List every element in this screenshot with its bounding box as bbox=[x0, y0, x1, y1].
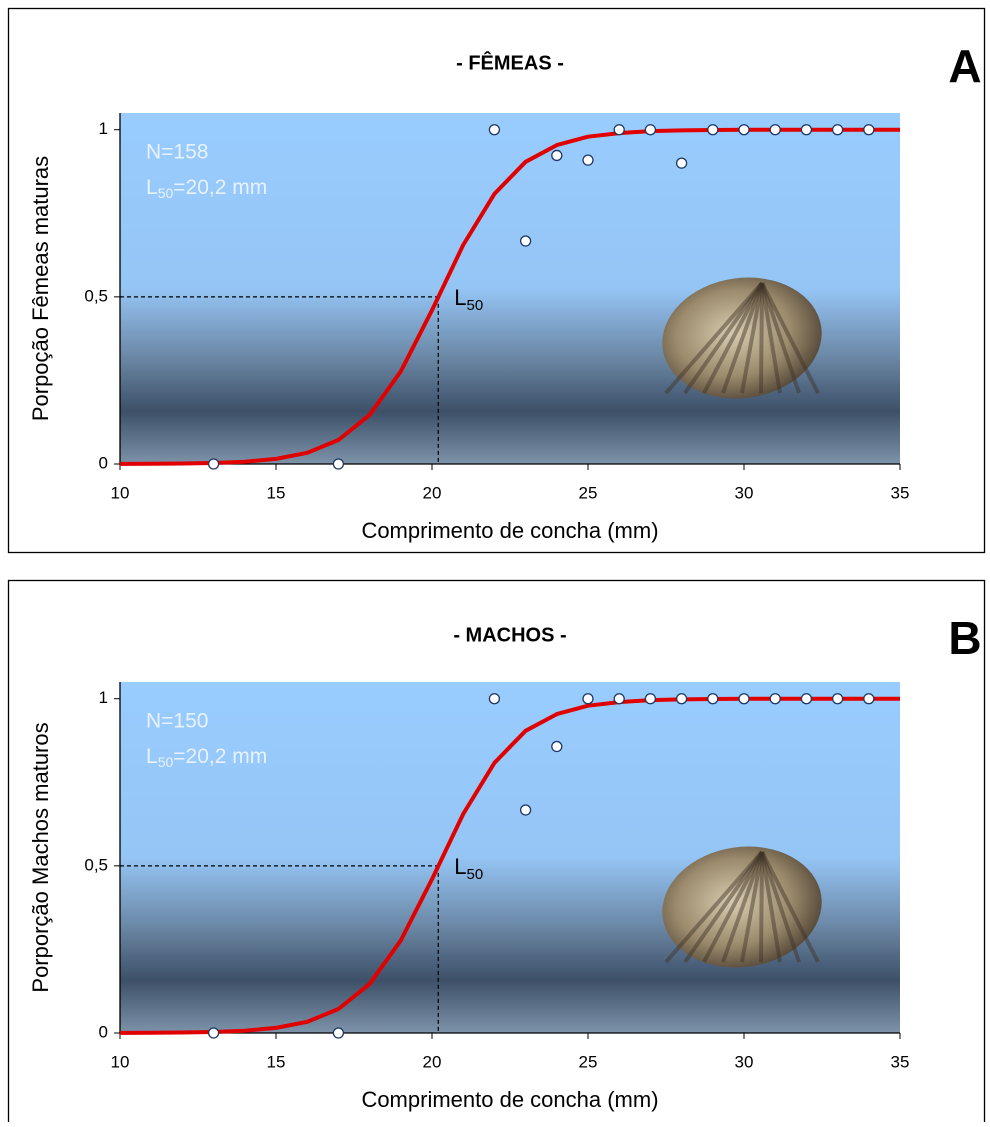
l50-rest: =20,2 mm bbox=[173, 745, 267, 768]
data-point bbox=[521, 805, 531, 815]
y-axis-label: Porpoção Fêmeas maturas bbox=[28, 156, 53, 421]
panel-label: A bbox=[948, 40, 981, 92]
data-point bbox=[552, 150, 562, 160]
data-point bbox=[833, 694, 843, 704]
y-tick-label: 0,5 bbox=[84, 286, 108, 305]
data-point bbox=[209, 459, 219, 469]
n-annotation: N=158 bbox=[146, 141, 208, 164]
l50-sub: 50 bbox=[158, 754, 174, 770]
data-point bbox=[833, 125, 843, 135]
ref-sub: 50 bbox=[466, 866, 483, 883]
data-point bbox=[209, 1028, 219, 1038]
x-tick-label: 25 bbox=[579, 483, 598, 502]
data-point bbox=[801, 694, 811, 704]
data-point bbox=[864, 125, 874, 135]
x-tick-label: 30 bbox=[735, 1052, 754, 1071]
x-tick-label: 10 bbox=[111, 483, 130, 502]
x-tick-label: 20 bbox=[423, 1052, 442, 1071]
ref-sub: 50 bbox=[466, 297, 483, 314]
ref-main: L bbox=[454, 854, 466, 879]
data-point bbox=[770, 125, 780, 135]
panel: A - FÊMEAS - Comprimento de concha (mm) Por… bbox=[9, 9, 985, 553]
l50-sub: 50 bbox=[158, 185, 174, 201]
ref-main: L bbox=[454, 285, 466, 310]
chart-title: - MACHOS - bbox=[453, 624, 566, 646]
data-point bbox=[739, 125, 749, 135]
y-tick-label: 0 bbox=[99, 453, 108, 472]
x-tick-label: 25 bbox=[579, 1052, 598, 1071]
data-point bbox=[583, 694, 593, 704]
l50-main: L bbox=[146, 176, 158, 199]
data-point bbox=[677, 694, 687, 704]
data-point bbox=[864, 694, 874, 704]
x-axis-label: Comprimento de concha (mm) bbox=[361, 518, 658, 543]
y-tick-label: 0,5 bbox=[84, 855, 108, 874]
n-annotation: N=150 bbox=[146, 710, 208, 733]
l50-rest: =20,2 mm bbox=[173, 176, 267, 199]
data-point bbox=[333, 459, 343, 469]
x-tick-label: 35 bbox=[891, 1052, 910, 1071]
shell-stripe bbox=[761, 852, 762, 962]
panel-label: B bbox=[948, 612, 981, 664]
data-point bbox=[801, 125, 811, 135]
data-point bbox=[489, 125, 499, 135]
x-tick-label: 35 bbox=[891, 483, 910, 502]
y-axis-label: Porporção Machos maturos bbox=[28, 722, 53, 992]
panel: B - MACHOS - Comprimento de concha (mm) Por… bbox=[9, 581, 985, 1123]
data-point bbox=[645, 125, 655, 135]
x-tick-label: 10 bbox=[111, 1052, 130, 1071]
data-point bbox=[708, 694, 718, 704]
data-point bbox=[489, 694, 499, 704]
shell-stripe bbox=[761, 283, 762, 393]
data-point bbox=[333, 1028, 343, 1038]
data-point bbox=[583, 155, 593, 165]
x-tick-label: 30 bbox=[735, 483, 754, 502]
data-point bbox=[614, 125, 624, 135]
l50-main: L bbox=[146, 745, 158, 768]
x-tick-label: 15 bbox=[267, 483, 286, 502]
data-point bbox=[614, 694, 624, 704]
x-axis-label: Comprimento de concha (mm) bbox=[361, 1087, 658, 1112]
x-tick-label: 20 bbox=[423, 483, 442, 502]
data-point bbox=[770, 694, 780, 704]
data-point bbox=[677, 158, 687, 168]
y-tick-label: 1 bbox=[99, 119, 108, 138]
y-tick-label: 1 bbox=[99, 688, 108, 707]
x-tick-label: 15 bbox=[267, 1052, 286, 1071]
data-point bbox=[521, 236, 531, 246]
chart-title: - FÊMEAS - bbox=[456, 50, 564, 74]
data-point bbox=[708, 125, 718, 135]
data-point bbox=[739, 694, 749, 704]
y-tick-label: 0 bbox=[99, 1022, 108, 1041]
data-point bbox=[552, 742, 562, 752]
figure: A - FÊMEAS - Comprimento de concha (mm) Por… bbox=[0, 0, 990, 1122]
data-point bbox=[645, 694, 655, 704]
